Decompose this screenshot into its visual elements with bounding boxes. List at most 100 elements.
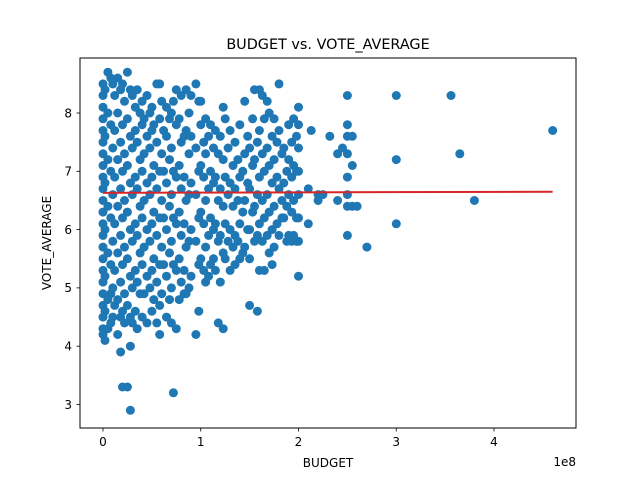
scatter-point — [204, 131, 214, 141]
scatter-point — [155, 330, 165, 339]
scatter-point — [269, 114, 279, 124]
scatter-point — [125, 405, 135, 415]
scatter-point — [116, 347, 126, 357]
scatter-point — [132, 184, 142, 194]
scatter-point — [196, 161, 206, 170]
scatter-point — [191, 190, 201, 200]
scatter-point — [157, 289, 167, 299]
scatter-point — [342, 172, 352, 182]
scatter-point — [235, 219, 245, 229]
scatter-point — [342, 91, 352, 100]
scatter-point — [171, 172, 181, 182]
scatter-point — [120, 242, 129, 252]
scatter-point — [122, 67, 132, 77]
scatter-point — [165, 201, 174, 211]
scatter-point — [168, 388, 178, 398]
scatter-point — [333, 196, 343, 205]
scatter-point — [98, 254, 108, 264]
scatter-point — [176, 184, 186, 194]
scatter-point — [103, 201, 113, 211]
scatter-point — [342, 149, 352, 159]
scatter-point — [269, 201, 279, 211]
scatter-point — [274, 126, 284, 135]
scatter-point — [165, 248, 174, 258]
scatter-point — [294, 213, 303, 223]
scatter-point — [157, 242, 167, 252]
scatter-point — [294, 143, 303, 153]
scatter-point — [122, 382, 132, 392]
scatter-point — [162, 131, 171, 141]
scatter-point — [279, 178, 289, 188]
scatter-point — [186, 178, 196, 188]
scatter-point — [230, 137, 240, 147]
scatter-point — [174, 295, 184, 305]
scatter-point — [142, 91, 152, 100]
scatter-point — [118, 79, 127, 89]
scatter-point — [201, 196, 211, 205]
scatter-point — [220, 254, 230, 264]
scatter-point — [103, 108, 113, 118]
scatter-point — [252, 230, 262, 240]
scatter-point — [145, 190, 155, 200]
scatter-point — [264, 161, 274, 170]
scatter-point — [179, 172, 189, 182]
scatter-point — [159, 260, 169, 270]
scatter-point — [171, 265, 181, 275]
scatter-point — [184, 149, 194, 159]
scatter-point — [100, 85, 110, 95]
scatter-point — [113, 201, 123, 211]
scatter-point — [155, 114, 165, 124]
scatter-point — [284, 155, 294, 165]
scatter-point — [267, 131, 277, 141]
scatter-point — [100, 271, 110, 281]
scatter-point — [174, 207, 184, 217]
scatter-point — [269, 242, 279, 252]
scatter-point — [294, 236, 303, 246]
scatter-point — [113, 295, 123, 305]
y-axis-ticks: 3 4 5 6 7 8 — [64, 106, 80, 412]
scatter-point — [120, 289, 129, 299]
y-tick-label: 4 — [64, 340, 72, 354]
scatter-point — [122, 254, 132, 264]
scatter-point — [122, 161, 132, 170]
scatter-point — [130, 306, 140, 316]
scatter-point — [116, 277, 126, 287]
scatter-point — [446, 91, 456, 100]
scatter-point — [215, 277, 225, 287]
scatter-point — [191, 236, 201, 246]
scatter-point — [186, 91, 196, 100]
scatter-point — [162, 271, 171, 281]
scatter-point — [347, 161, 357, 170]
scatter-point — [122, 207, 132, 217]
scatter-point — [259, 265, 269, 275]
scatter-point — [165, 295, 174, 305]
scatter-point — [342, 120, 352, 130]
scatter-point — [186, 131, 196, 141]
scatter-point — [279, 213, 289, 223]
x-axis-ticks: 0 1 2 3 4 — [99, 428, 498, 449]
scatter-point — [252, 306, 262, 316]
scatter-point — [132, 324, 142, 334]
scatter-point — [294, 166, 303, 176]
scatter-point — [149, 161, 159, 170]
scatter-point — [225, 126, 235, 135]
scatter-point — [279, 143, 289, 153]
scatter-point — [223, 190, 233, 200]
scatter-point — [149, 254, 159, 264]
scatter-point — [152, 318, 162, 328]
scatter-point — [125, 178, 135, 188]
scatter-point — [215, 131, 225, 141]
scatter-point — [103, 155, 113, 165]
scatter-point — [110, 219, 120, 229]
scatter-point — [196, 254, 206, 264]
scatter-point — [162, 225, 171, 235]
points-layer — [98, 67, 558, 415]
scatter-point — [100, 178, 110, 188]
y-tick-label: 6 — [64, 223, 72, 237]
scatter-point — [137, 260, 147, 270]
scatter-point — [120, 149, 129, 159]
scatter-point — [116, 137, 126, 147]
scatter-point — [120, 196, 129, 205]
scatter-point — [108, 79, 118, 89]
scatter-point — [201, 114, 211, 124]
